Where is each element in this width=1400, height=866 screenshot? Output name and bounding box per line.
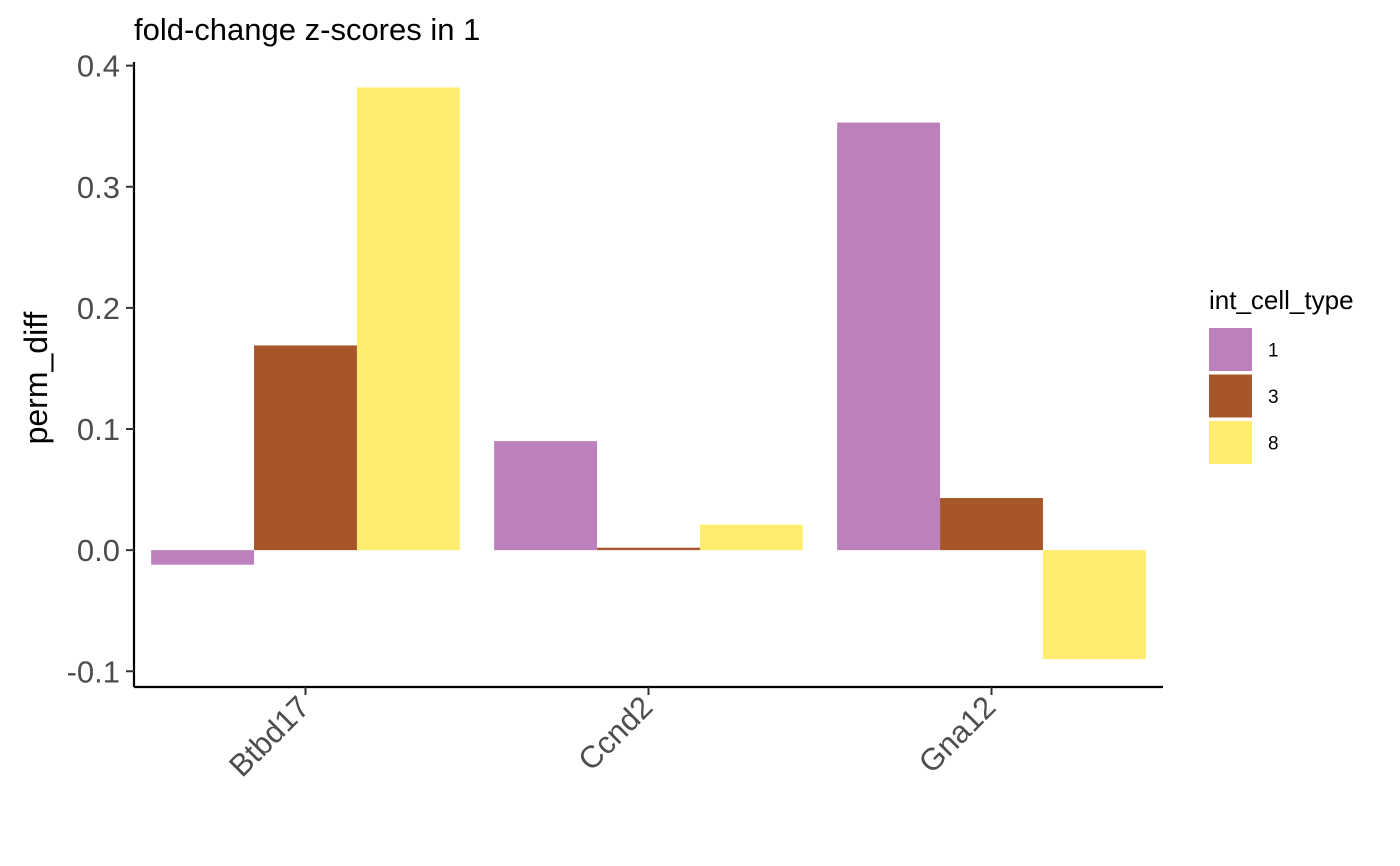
bar-btbd17-series-8 xyxy=(356,87,460,551)
legend-label-1: 1 xyxy=(1268,341,1279,362)
y-tick-label: 0.0 xyxy=(77,533,120,568)
bar-gna12-series-1 xyxy=(837,122,941,551)
plot-area xyxy=(151,87,1146,660)
bar-btbd17-series-3 xyxy=(254,345,357,551)
chart-title: fold-change z-scores in 1 xyxy=(134,12,480,47)
legend-label-3: 3 xyxy=(1268,387,1279,408)
y-tick-label: 0.1 xyxy=(77,412,120,447)
x-tick-label: Btbd17 xyxy=(222,689,316,783)
bar-btbd17-series-1 xyxy=(151,550,255,565)
bar-ccnd2-series-1 xyxy=(494,441,598,551)
y-tick-label: 0.4 xyxy=(77,49,120,84)
legend-title: int_cell_type xyxy=(1209,285,1354,315)
bar-ccnd2-series-3 xyxy=(597,547,700,551)
y-axis-label: perm_diff xyxy=(18,311,54,444)
y-tick-label: 0.3 xyxy=(77,170,120,205)
legend-label-8: 8 xyxy=(1268,434,1279,455)
y-tick-label: -0.1 xyxy=(67,654,120,689)
legend-key-3 xyxy=(1209,374,1252,418)
legend-key-1 xyxy=(1209,328,1252,371)
x-tick-label: Gna12 xyxy=(912,689,1003,780)
x-tick-label: Ccnd2 xyxy=(571,689,659,777)
y-tick-label: 0.2 xyxy=(77,291,120,326)
axes: -0.1 0.0 0.1 0.2 0.3 0.4 Btbd17 Ccnd2 Gna12 xyxy=(67,49,1163,783)
bar-gna12-series-3 xyxy=(940,498,1043,551)
legend: int_cell_type 1 3 8 xyxy=(1209,285,1354,464)
bar-gna12-series-8 xyxy=(1042,550,1146,660)
legend-key-8 xyxy=(1209,421,1252,464)
bar-ccnd2-series-8 xyxy=(699,524,803,551)
